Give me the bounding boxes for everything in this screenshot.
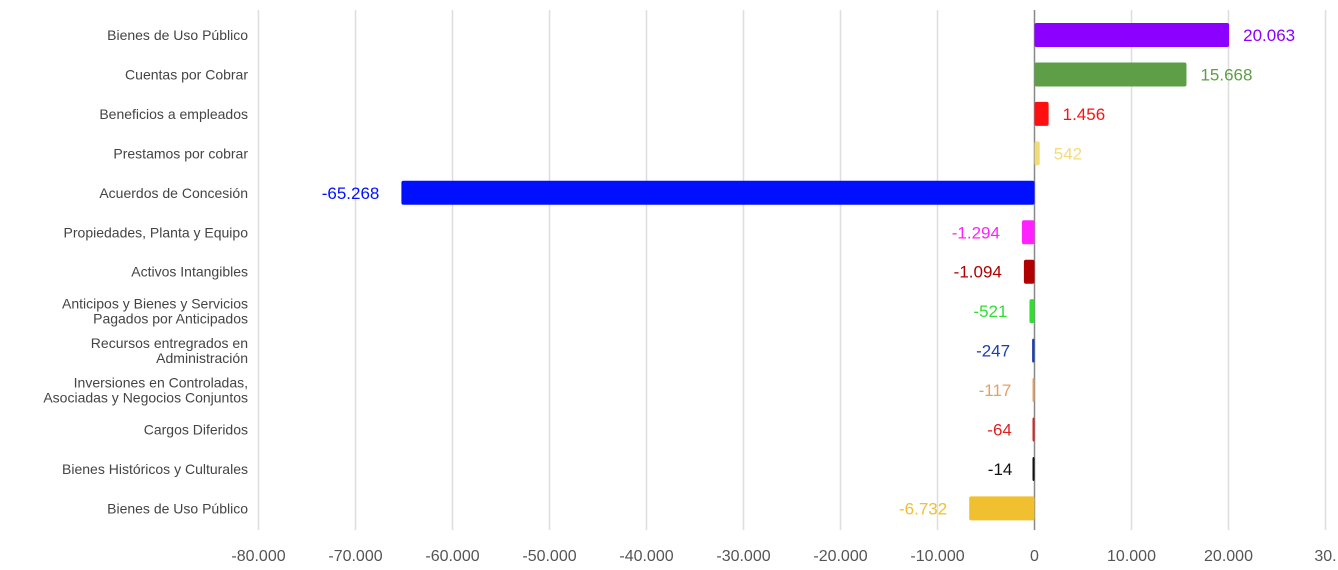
- label-layer: -80.000 -70.000 -60.000 -50.000 -40.000 -30.0…: [43, 26, 1336, 565]
- value-label: -117: [979, 381, 1012, 400]
- category-label: Inversiones en Controladas,: [74, 375, 248, 391]
- bar: [1034, 141, 1040, 166]
- bar: [1023, 259, 1035, 284]
- x-tick-label: -10.000: [910, 548, 964, 565]
- x-tick-label: -30.000: [716, 548, 770, 565]
- x-tick-label: 20.000: [1204, 548, 1253, 565]
- bar: [1021, 220, 1035, 245]
- value-label: 542: [1054, 144, 1082, 163]
- x-tick-label: 10.000: [1107, 548, 1156, 565]
- bar: [1034, 62, 1187, 87]
- bar: [401, 180, 1035, 205]
- category-label: Pagados por Anticipados: [93, 311, 248, 327]
- category-label: Cuentas por Cobrar: [125, 66, 248, 82]
- category-label: Acuerdos de Concesión: [99, 185, 248, 201]
- grid-layer: [257, 10, 1327, 530]
- bar-layer: [401, 23, 1230, 521]
- x-tick-label: -70.000: [328, 548, 382, 565]
- x-tick-label: -50.000: [522, 548, 576, 565]
- value-label: -247: [976, 342, 1010, 361]
- bar: [1029, 299, 1035, 324]
- value-label: -1.094: [954, 263, 1002, 282]
- x-tick-label: -60.000: [425, 548, 479, 565]
- category-label: Activos Intangibles: [131, 264, 248, 280]
- category-label: Asociadas y Negocios Conjuntos: [43, 390, 248, 406]
- bar: [1032, 456, 1035, 481]
- value-label: -521: [973, 302, 1007, 321]
- category-label: Bienes de Uso Público: [107, 27, 248, 43]
- bar: [1032, 417, 1035, 442]
- value-label: 15.668: [1200, 65, 1252, 84]
- bar: [1032, 378, 1035, 403]
- x-tick-label: -20.000: [813, 548, 867, 565]
- value-label: -65.268: [322, 184, 380, 203]
- x-tick-label: -80.000: [231, 548, 285, 565]
- category-label: Bienes Históricos y Culturales: [62, 461, 248, 477]
- bar: [1034, 101, 1049, 126]
- category-label: Cargos Diferidos: [144, 422, 248, 438]
- value-label: -64: [987, 421, 1012, 440]
- value-label: -1.294: [952, 223, 1000, 242]
- category-label: Administración: [156, 350, 248, 366]
- value-label: -6.732: [899, 499, 947, 518]
- category-label: Recursos entregrados en: [91, 335, 248, 351]
- bar: [1032, 338, 1035, 363]
- category-label: Beneficios a empleados: [99, 106, 248, 122]
- category-label: Bienes de Uso Público: [107, 500, 248, 516]
- category-label: Propiedades, Planta y Equipo: [64, 224, 249, 240]
- x-tick-label: 30.: [1314, 548, 1336, 565]
- value-label: -14: [988, 460, 1013, 479]
- category-label: Anticipos y Bienes y Servicios: [62, 296, 248, 312]
- category-label: Prestamos por cobrar: [113, 145, 248, 161]
- bar: [1034, 23, 1230, 47]
- x-tick-label: -40.000: [619, 548, 673, 565]
- value-label: 1.456: [1063, 105, 1106, 124]
- x-tick-label: 0: [1030, 548, 1039, 565]
- value-label: 20.063: [1243, 26, 1295, 45]
- bar: [969, 496, 1035, 521]
